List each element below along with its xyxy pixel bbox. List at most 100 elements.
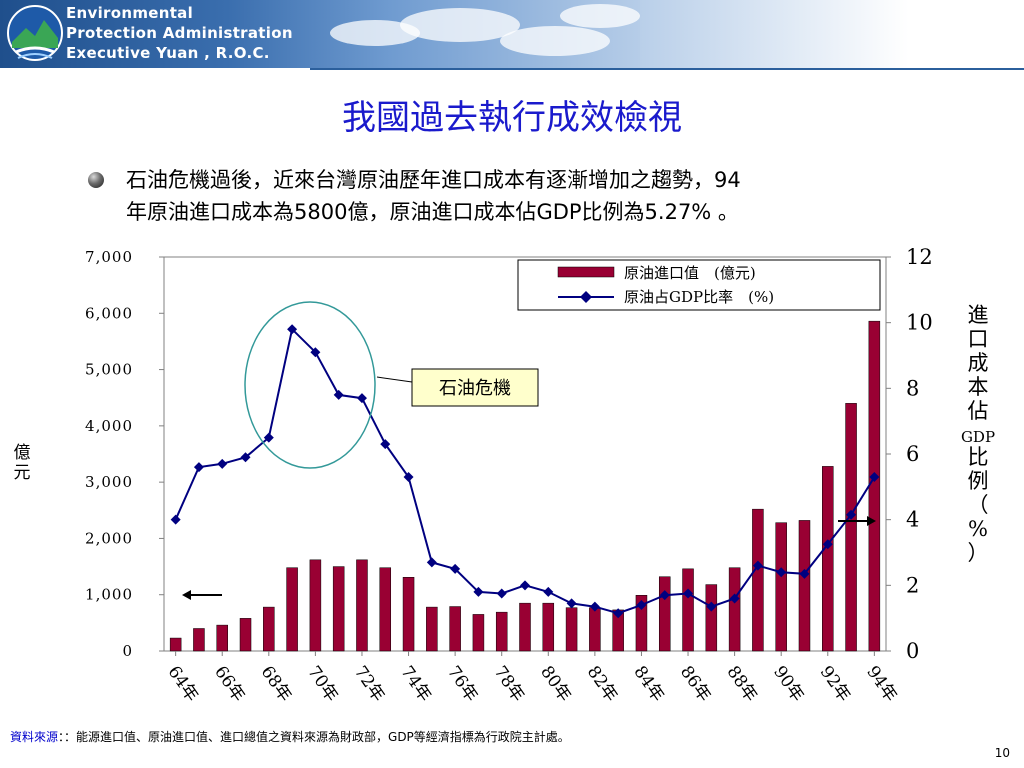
line-point: [450, 563, 461, 574]
callout-text: 石油危機: [439, 378, 511, 399]
bar: [798, 520, 811, 652]
bar: [752, 508, 764, 652]
slide-bullet-text: 石油危機過後，近來台灣原油歷年進口成本有逐漸增加之趨勢，94 年原油進口成本為5…: [126, 164, 966, 228]
x-tick-label: 94年: [862, 662, 901, 705]
left-tick-label: 4,000: [85, 417, 133, 435]
line-point: [659, 590, 670, 601]
legend: 原油進口值 (億元) 原油占GDP比率 (%): [517, 259, 881, 311]
line-point: [846, 509, 857, 520]
line-point: [729, 593, 740, 604]
line-point: [287, 324, 298, 335]
line-point: [193, 462, 204, 473]
left-tick-label: 5,000: [85, 361, 133, 379]
org-name-line-2: Protection Administration: [66, 24, 293, 42]
line-point: [403, 471, 414, 482]
line-point: [752, 560, 763, 571]
banner-cloud: [560, 4, 640, 28]
bar: [332, 566, 345, 652]
bar: [216, 624, 228, 652]
line-point: [496, 588, 507, 599]
line-point: [869, 471, 880, 482]
left-tick-label: 1,000: [85, 586, 133, 604]
right-axis-label-char: GDP: [961, 428, 995, 446]
left-tick-label: 0: [122, 642, 133, 660]
line-point: [706, 601, 717, 612]
left-tick-label: 3,000: [85, 473, 133, 491]
line-point: [636, 600, 647, 611]
bar: [472, 614, 485, 652]
bar: [495, 611, 508, 652]
right-tick-label: 10: [906, 311, 933, 335]
slide-title: 我國過去執行成效檢視: [342, 98, 682, 138]
legend-bar-label: 原油進口值 (億元): [624, 264, 756, 282]
header-banner: Environmental Protection Administration …: [0, 0, 1024, 68]
x-tick-label: 70年: [303, 662, 342, 705]
page-number: 10: [994, 746, 1010, 760]
x-tick-label: 82年: [583, 662, 622, 705]
bar: [263, 606, 275, 652]
bar: [402, 577, 415, 652]
left-tick-label: 2,000: [85, 529, 133, 547]
line-point: [589, 601, 600, 612]
right-axis-label-char: 比: [968, 445, 989, 469]
source-text: ：：能源進口值、原油進口值、進口總值之資料來源為財政部，GDP等經濟指標為行政院…: [58, 730, 570, 744]
bar: [822, 466, 834, 652]
line-point: [356, 393, 367, 404]
line-point: [683, 588, 694, 599]
x-tick-label: 90年: [769, 662, 808, 705]
right-axis-label-char: 進: [968, 303, 989, 327]
left-axis-label-char: 元: [14, 463, 31, 483]
bar: [868, 320, 881, 652]
bar: [169, 637, 182, 652]
x-tick-label: 66年: [210, 662, 249, 705]
left-axis-label: 億元: [14, 443, 31, 483]
line-point: [170, 514, 181, 525]
right-axis-label-char: 例: [968, 469, 989, 493]
bar: [426, 606, 438, 652]
epa-logo: [7, 5, 63, 61]
legend-bar-swatch: [557, 266, 615, 278]
left-tick-label: 7,000: [85, 248, 133, 266]
bar-series: [169, 320, 881, 652]
right-axis-label-char: %: [968, 517, 988, 541]
banner-fade: [640, 0, 1024, 68]
line-point: [543, 586, 554, 597]
bar: [286, 567, 298, 652]
bar: [775, 522, 787, 652]
line-point: [380, 439, 391, 450]
banner-cloud: [400, 8, 520, 42]
bar: [239, 618, 252, 652]
bar: [565, 607, 578, 652]
legend-line-label: 原油占GDP比率 (%): [624, 288, 774, 306]
right-axis-label-char: （: [968, 493, 989, 517]
line-point: [240, 452, 251, 463]
line-point: [566, 598, 577, 609]
right-axis-label-char: 佔: [968, 399, 989, 423]
line-point: [613, 608, 624, 619]
x-tick-label: 68年: [257, 662, 296, 705]
line-point: [822, 539, 833, 550]
banner-cloud: [500, 26, 610, 56]
x-axis: 64年 66年 68年 70年 72年 74年 76年 78年 80年 82年 84年 86年 88年 9…: [164, 651, 901, 706]
bar: [193, 628, 205, 652]
right-axis-label-char: ）: [968, 541, 989, 565]
x-tick-label: 80年: [536, 662, 575, 705]
x-tick-label: 74年: [396, 662, 435, 705]
legend-diamond-icon: [580, 291, 592, 303]
bar: [682, 568, 694, 652]
source-note: 資料來源：：能源進口值、原油進口值、進口總值之資料來源為財政部，GDP等經濟指標…: [10, 728, 570, 745]
bar: [519, 602, 531, 652]
bar: [845, 403, 857, 652]
line-point: [776, 567, 787, 578]
bullet-icon: [88, 172, 104, 188]
x-tick-label: 64年: [164, 662, 203, 705]
bar: [542, 602, 555, 652]
x-tick-label: 88年: [723, 662, 762, 705]
right-axis: 0 2 4 6 8 10 12: [886, 245, 933, 663]
line-point: [310, 347, 321, 358]
line-point: [426, 557, 437, 568]
org-name-line-3: Executive Yuan , R.O.C.: [66, 44, 270, 62]
x-tick-label: 92年: [816, 662, 855, 705]
left-axis-label-char: 億: [14, 443, 31, 463]
org-name-line-1: Environmental: [66, 4, 194, 22]
